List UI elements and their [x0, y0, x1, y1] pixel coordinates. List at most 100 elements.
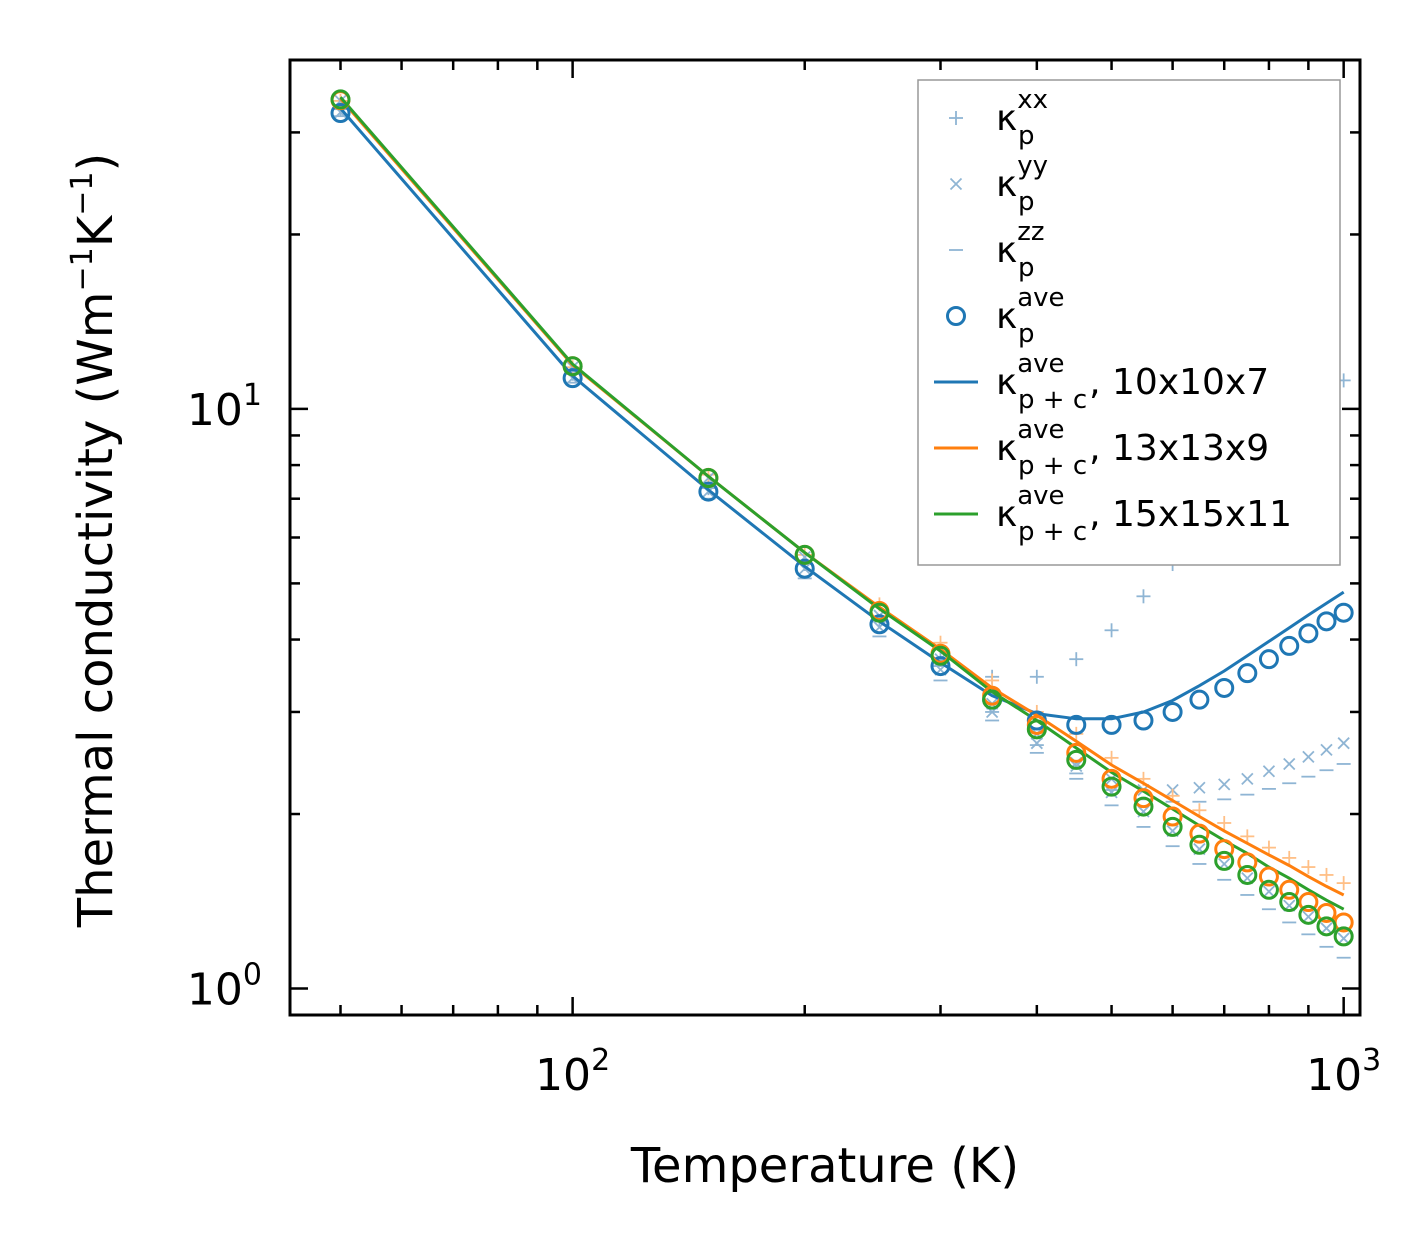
data-point [1217, 815, 1232, 830]
legend-symbol: κ [996, 98, 1017, 139]
y-tick-label-exp: 1 [243, 378, 262, 413]
data-point [1030, 737, 1043, 750]
legend-subscript: p [1018, 253, 1035, 283]
legend-label: κave p + c, 15x15x11 [996, 481, 1292, 547]
legend-symbol: κ [996, 296, 1017, 337]
legend-label: κyy p [996, 151, 1048, 217]
legend-subscript: p + c [1018, 451, 1087, 481]
data-point [1333, 602, 1354, 623]
legend-superscript: ave [1017, 481, 1064, 511]
data-point [1237, 663, 1258, 684]
data-point [1104, 623, 1119, 638]
x-tick-label-exp: 2 [591, 1043, 610, 1078]
legend-entry: κave p + c, 13x13x9 [934, 415, 1269, 481]
data-point [1189, 823, 1210, 844]
y-axis-unit-exp-1: −1 [65, 247, 100, 291]
legend-subscript: p [1018, 187, 1035, 217]
data-point [1105, 786, 1118, 799]
data-point [1336, 876, 1351, 891]
y-tick-label-base: 10 [187, 385, 243, 436]
data-point [1070, 759, 1083, 773]
y-axis-unit-close: ) [68, 153, 124, 172]
data-point [1066, 742, 1087, 763]
data-point [1069, 652, 1084, 667]
legend-entry: κzz p [949, 217, 1045, 283]
data-point [1066, 749, 1087, 770]
data-point [1337, 737, 1350, 750]
data-point [1258, 649, 1279, 670]
data-point [1298, 623, 1319, 644]
data-point [1162, 816, 1183, 837]
data-point [1237, 864, 1258, 885]
legend-label: κxx p [996, 85, 1048, 151]
data-point [1162, 806, 1183, 827]
y-axis-label-text: Thermal conductivity (Wm [68, 291, 124, 928]
legend-superscript: ave [1017, 415, 1064, 445]
legend-label: κzz p [996, 217, 1045, 283]
data-point [698, 481, 719, 502]
legend-superscript: zz [1017, 217, 1044, 247]
data-point [1241, 772, 1254, 785]
legend-symbol: κ [996, 362, 1017, 403]
legend-entry: κave p + c, 15x15x11 [934, 481, 1292, 547]
data-point [1066, 714, 1087, 735]
data-point [1302, 910, 1315, 923]
data-point [930, 656, 951, 677]
data-point [1261, 840, 1276, 855]
x-tick-label: 103 [1306, 1043, 1381, 1101]
data-point [1026, 719, 1047, 740]
data-point [1193, 781, 1206, 794]
data-point [1262, 885, 1276, 898]
data-point [985, 673, 1000, 688]
legend-entry: κyy p [949, 151, 1048, 217]
data-point [1279, 635, 1300, 656]
data-point [1189, 689, 1210, 710]
legend-subscript: p + c [1018, 517, 1087, 547]
data-point [1162, 701, 1183, 722]
y-axis-unit-k: K [68, 214, 124, 247]
data-point [698, 468, 719, 489]
data-point [1316, 611, 1337, 632]
legend-subscript: p [1018, 121, 1035, 151]
series-line [339, 107, 1345, 721]
data-point [1320, 743, 1333, 757]
legend-plus-marker [949, 111, 963, 125]
data-point [1298, 904, 1319, 925]
legend-suffix: , 13x13x9 [1089, 428, 1269, 469]
legend-label: κave p [996, 283, 1065, 349]
legend-cross-marker [949, 177, 963, 191]
data-point [1101, 776, 1122, 797]
legend-symbol: κ [996, 428, 1017, 469]
data-point [1298, 892, 1319, 913]
x-tick-label-base: 10 [535, 1050, 591, 1101]
data-point [1237, 852, 1258, 873]
data-point [794, 558, 815, 579]
legend-superscript: xx [1017, 85, 1048, 115]
legend-superscript: yy [1017, 151, 1048, 181]
data-point [1279, 879, 1300, 900]
data-point [869, 614, 890, 635]
legend-symbol: κ [996, 230, 1017, 271]
data-point [1136, 589, 1151, 604]
data-point [1218, 778, 1231, 791]
data-point [1029, 669, 1044, 684]
data-point [1133, 788, 1154, 809]
legend-entry: κxx p [949, 85, 1048, 151]
legend-symbol: κ [996, 164, 1017, 205]
data-point [1302, 750, 1315, 763]
data-point [930, 645, 951, 666]
legend-circle-marker [946, 306, 966, 326]
series-line [339, 96, 1345, 911]
data-point [1282, 850, 1297, 865]
data-point [1337, 932, 1350, 945]
data-point [794, 544, 815, 565]
data-point [1333, 926, 1354, 947]
x-tick-label-exp: 3 [1362, 1043, 1381, 1078]
data-point [1214, 839, 1235, 860]
legend-entry: κave p + c, 10x10x7 [934, 349, 1269, 415]
y-tick-label: 101 [187, 378, 262, 436]
data-point [1189, 834, 1210, 855]
y-tick-label: 100 [187, 957, 262, 1015]
data-point [1214, 850, 1235, 871]
